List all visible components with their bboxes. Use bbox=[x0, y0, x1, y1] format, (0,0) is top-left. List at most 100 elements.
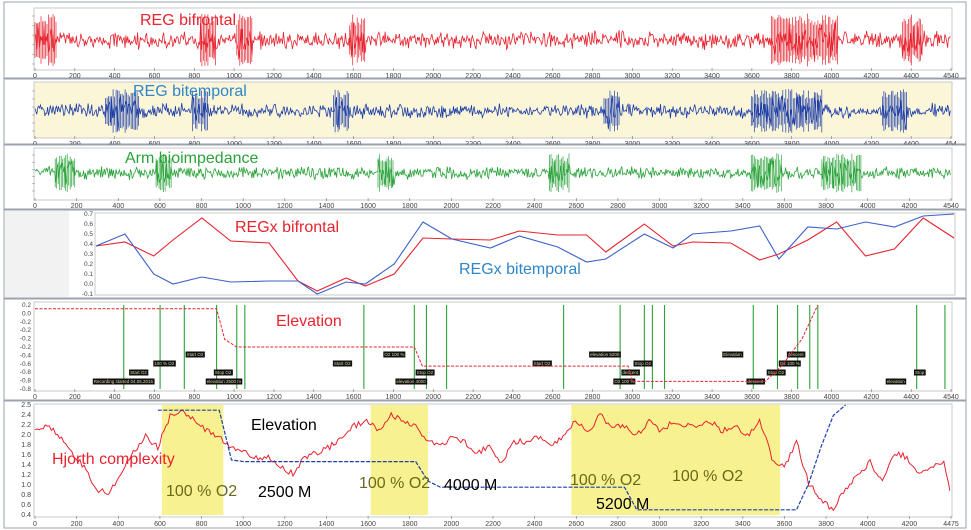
regx-series-1 bbox=[95, 213, 955, 295]
panel1-tick-label: 2200 bbox=[465, 73, 481, 80]
burst-1-0 bbox=[34, 14, 57, 66]
burst-2-2 bbox=[333, 89, 349, 133]
panel1-tick-label: 4400 bbox=[903, 73, 919, 80]
panel1-tick-label: 4200 bbox=[864, 73, 880, 80]
panel1-tick-label: 0 bbox=[33, 73, 37, 80]
panel6-tick-label: 1800 bbox=[402, 521, 418, 528]
panel3-tick-label: 3200 bbox=[693, 203, 709, 210]
burst-3-1 bbox=[155, 154, 172, 192]
panel5-tick-label: 1200 bbox=[266, 394, 282, 401]
burst-3-5 bbox=[821, 153, 862, 193]
event-label: Elevation bbox=[723, 352, 742, 357]
panel3-tick-label: 2800 bbox=[610, 203, 626, 210]
event-label: descent bbox=[622, 370, 639, 375]
panel4-y-tick-label: 0.1 bbox=[84, 271, 93, 278]
panel6-y-tick-label: 2.2 bbox=[21, 422, 31, 429]
panel5-tick-label: 2200 bbox=[465, 394, 481, 401]
panel1-tick-label: 1800 bbox=[386, 73, 402, 80]
burst-3-2 bbox=[377, 154, 394, 192]
panel4-y-tick-label: 0.3 bbox=[84, 251, 93, 258]
panel1-tick-label: 3200 bbox=[664, 73, 680, 80]
event-label-box bbox=[395, 378, 428, 385]
panel4-y-tick-label: 0.4 bbox=[84, 241, 93, 248]
burst-3-3 bbox=[549, 153, 570, 193]
panel6-y-tick-label: 2.0 bbox=[21, 432, 31, 439]
panel5-y-tick-label: 0.2 bbox=[22, 302, 31, 309]
panel6-tick-label: 1000 bbox=[235, 521, 251, 528]
panel6-tick-label: 2600 bbox=[568, 521, 584, 528]
panel6-tick-label: 2200 bbox=[485, 521, 501, 528]
panel3-tick-label: 1600 bbox=[360, 203, 376, 210]
panel5-plot-area bbox=[33, 301, 953, 392]
elevation-line bbox=[35, 304, 819, 382]
panel1-tick-label: 3400 bbox=[704, 73, 720, 80]
annotation-4000m: 4000 M bbox=[444, 477, 497, 494]
panel1-tick-label: 3000 bbox=[625, 73, 641, 80]
panel3-tick-label: 0 bbox=[33, 203, 37, 210]
event-label-box bbox=[589, 351, 621, 358]
panel-arm-bioimpedance: 0 200 400 600 800 1000 1200 1400 1600 1800 2000 220… bbox=[3, 144, 967, 210]
panel6-tick-label: 4475 bbox=[943, 521, 959, 528]
event-label-box bbox=[613, 378, 636, 385]
burst-2-4 bbox=[750, 89, 823, 133]
burst-1-4 bbox=[771, 13, 838, 67]
panel-regx: 0.70.60.50.40.30.20.10.0-0.1 02004006008… bbox=[3, 209, 967, 311]
event-label: Stop O2 bbox=[215, 370, 232, 375]
panel6-tick-label: 1600 bbox=[360, 521, 376, 528]
event-label-box bbox=[778, 360, 801, 367]
panel1-tick-label: 4000 bbox=[824, 73, 840, 80]
panel5-tick-label: 4000 bbox=[824, 394, 840, 401]
panel1-tick-label: 400 bbox=[109, 73, 121, 80]
event-label-box bbox=[633, 360, 653, 367]
panel6-y-tick-label: 1.6 bbox=[21, 452, 31, 459]
annotation-o2-1: 100 % O2 bbox=[166, 483, 237, 500]
panel-hjorth: 2.5 2.4 2.2 2.0 1.8 1.6 1.4 1.2 1.0 0.8 0.6 0.4 0 20… bbox=[3, 400, 967, 529]
event-label: Stop O2 bbox=[768, 370, 785, 375]
panel5-y-tick-label: -0.6 bbox=[20, 361, 32, 368]
panel4-left-gutter bbox=[5, 211, 69, 297]
event-label: descent bbox=[788, 352, 805, 357]
panel4-y-tick-label: 0.5 bbox=[84, 231, 93, 238]
panel6-tick-label: 1400 bbox=[319, 521, 335, 528]
panel1-tick-label: 2800 bbox=[585, 73, 601, 80]
panel5-y-tick-label: -0.4 bbox=[20, 352, 32, 359]
panel5-tick-label: 2800 bbox=[585, 394, 601, 401]
panel3-plot-area bbox=[33, 147, 953, 201]
annotation-o2-2: 100 % O2 bbox=[359, 475, 430, 492]
elevation-trace bbox=[35, 304, 819, 382]
panel6-y-ticks: 2.5 2.4 2.2 2.0 1.8 1.6 1.4 1.2 1.0 0.8 0.6 0.4 bbox=[21, 402, 31, 519]
panel6-x-ticks: 0 200 400 600 800 1000 1200 1400 1600 1800 2000 220… bbox=[33, 516, 959, 528]
panel6-tick-label: 800 bbox=[196, 521, 208, 528]
panel6-tick-label: 600 bbox=[154, 521, 166, 528]
panel1-tick-label: 1400 bbox=[306, 73, 322, 80]
event-label-box bbox=[383, 351, 406, 358]
panel3-tick-label: 1800 bbox=[402, 203, 418, 210]
panel5-y-tick-label: -0.2 bbox=[20, 336, 32, 343]
panel5-y-tick-label: -0.8 bbox=[20, 386, 32, 393]
panel6-tick-label: 2800 bbox=[610, 521, 626, 528]
panel-reg-bitemporal: 0200400600800100012001400160018002000220… bbox=[3, 78, 967, 148]
regx-bitemporal-label: REGx bitemporal bbox=[459, 261, 581, 278]
event-label: Start O2 bbox=[187, 352, 204, 357]
panel5-y-tick-label: -0.2 bbox=[20, 319, 32, 326]
event-label: Start O2 bbox=[130, 370, 147, 375]
event-label: Stop O2 bbox=[417, 370, 434, 375]
panel6-tick-label: 3000 bbox=[652, 521, 668, 528]
burst-1-3 bbox=[349, 14, 366, 66]
event-label-box bbox=[415, 369, 435, 376]
panel3-x-ticks: 0 200 400 600 800 1000 1200 1400 1600 1800 2000 220… bbox=[33, 198, 959, 210]
event-label-box bbox=[92, 378, 155, 385]
panel6-y-tick-label: 0.8 bbox=[21, 492, 31, 499]
panel5-x-ticks: 0 200 400 600 800 1000 1200 1400 1600 1800 2000 220… bbox=[33, 389, 959, 401]
panel3-tick-label: 3800 bbox=[818, 203, 834, 210]
panel3-tick-label: 2000 bbox=[444, 203, 460, 210]
event-label: elevation bbox=[887, 379, 906, 384]
hjorth-series-line bbox=[34, 409, 951, 512]
event-label-box bbox=[129, 369, 149, 376]
panel5-tick-label: 3400 bbox=[704, 394, 720, 401]
panel3-tick-label: 4200 bbox=[902, 203, 918, 210]
panel5-tick-label: 4200 bbox=[864, 394, 880, 401]
event-label-box bbox=[786, 351, 806, 358]
arm-bioimpedance-trace bbox=[32, 153, 951, 193]
panel4-plot-area bbox=[94, 212, 956, 296]
